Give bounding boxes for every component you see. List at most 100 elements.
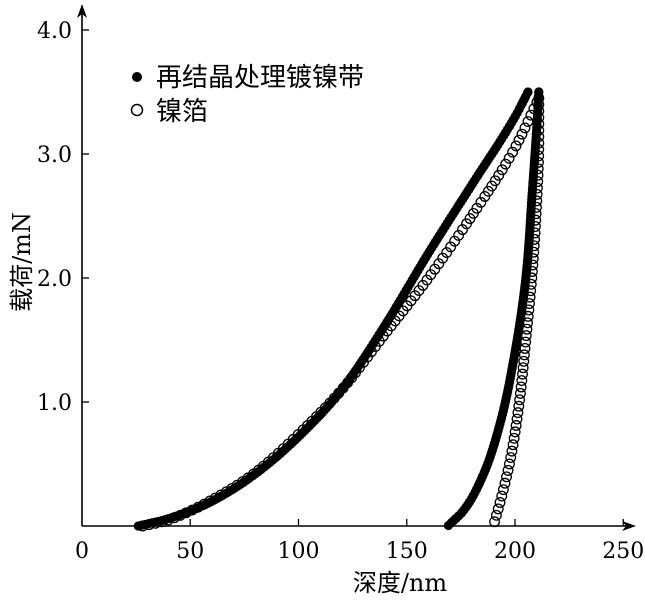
data-point — [528, 240, 540, 252]
x-tick-label: 200 — [494, 539, 536, 564]
data-point — [533, 131, 545, 143]
data-point — [532, 163, 544, 175]
data-point — [489, 516, 501, 528]
data-point — [503, 458, 515, 470]
data-point — [516, 375, 528, 387]
data-point — [220, 486, 232, 498]
x-tick-label: 250 — [602, 539, 644, 564]
data-point — [514, 387, 526, 399]
data-point — [518, 349, 530, 361]
series-1 — [133, 87, 544, 531]
data-point — [533, 144, 545, 155]
data-point — [518, 355, 530, 367]
data-point — [519, 122, 531, 134]
data-point — [510, 140, 522, 152]
data-point — [505, 452, 517, 464]
y-tick-label: 2.0 — [37, 267, 72, 292]
data-point — [486, 180, 498, 192]
data-point — [533, 111, 545, 123]
data-point — [517, 362, 529, 374]
data-point — [453, 229, 465, 241]
data-point — [489, 175, 501, 187]
legend-label-series-2: 镍箔 — [156, 97, 208, 127]
data-point — [475, 196, 487, 208]
data-point — [530, 208, 542, 220]
data-point — [514, 394, 526, 406]
data-point — [522, 310, 534, 322]
data-point — [425, 269, 437, 281]
data-point — [433, 258, 445, 270]
data-point — [209, 492, 221, 504]
data-point — [496, 490, 508, 502]
data-point — [457, 224, 469, 236]
data-point — [519, 343, 531, 354]
data-point — [513, 400, 525, 412]
data-point — [198, 498, 210, 510]
data-point — [533, 124, 545, 136]
data-point — [512, 407, 524, 419]
data-point — [497, 484, 509, 496]
data-point — [533, 99, 545, 111]
tick-layer: 0 50 100 150 200 250 1.0 2.0 3.0 4.0 — [37, 19, 644, 564]
data-point — [533, 137, 545, 149]
data-point — [526, 266, 538, 277]
data-point — [520, 330, 532, 342]
data-point — [421, 274, 433, 286]
data-point — [226, 483, 238, 495]
data-point — [531, 188, 543, 200]
data-point — [531, 182, 543, 194]
data-point — [507, 439, 519, 451]
data-point — [204, 495, 216, 507]
legend: 再结晶处理镀镍带 镍箔 — [130, 63, 364, 127]
data-point — [526, 272, 538, 284]
data-point — [180, 507, 192, 519]
data-point — [515, 381, 527, 393]
data-point — [522, 317, 534, 329]
data-point — [523, 87, 533, 97]
data-point — [525, 285, 537, 297]
y-tick-label: 1.0 — [37, 391, 72, 416]
series-layer — [133, 87, 545, 532]
data-point — [500, 158, 512, 170]
data-point — [533, 150, 545, 162]
x-tick-label: 100 — [278, 539, 320, 564]
data-point — [502, 464, 514, 476]
data-point — [533, 118, 545, 130]
data-point — [429, 263, 441, 275]
data-point — [517, 368, 528, 380]
data-point — [501, 471, 512, 483]
data-point — [511, 413, 523, 425]
data-point — [503, 152, 515, 164]
data-point — [493, 169, 505, 181]
data-point — [525, 278, 537, 290]
data-point — [509, 426, 521, 438]
data-point — [527, 259, 539, 271]
data-point — [529, 233, 541, 245]
y-tick-label: 3.0 — [37, 143, 72, 168]
x-axis-label: 深度/nm — [353, 569, 448, 597]
data-point — [508, 432, 520, 444]
data-point — [490, 509, 502, 521]
data-point — [494, 497, 506, 508]
data-point — [533, 92, 545, 104]
data-point — [237, 476, 249, 488]
data-point — [449, 235, 461, 247]
data-point — [524, 291, 536, 303]
data-point — [520, 336, 532, 348]
data-point — [150, 517, 161, 529]
data-point — [506, 445, 518, 457]
x-tick-label: 50 — [176, 539, 204, 564]
data-point — [471, 202, 483, 214]
data-point — [162, 514, 174, 526]
data-point — [437, 252, 449, 264]
x-tick-label: 150 — [386, 539, 428, 564]
data-point — [524, 298, 535, 309]
series-2 — [137, 92, 545, 532]
data-point — [231, 479, 243, 491]
data-point — [522, 116, 534, 128]
legend-marker-open — [130, 103, 144, 117]
data-point — [530, 214, 542, 226]
data-point — [529, 221, 541, 232]
data-point — [174, 509, 186, 521]
